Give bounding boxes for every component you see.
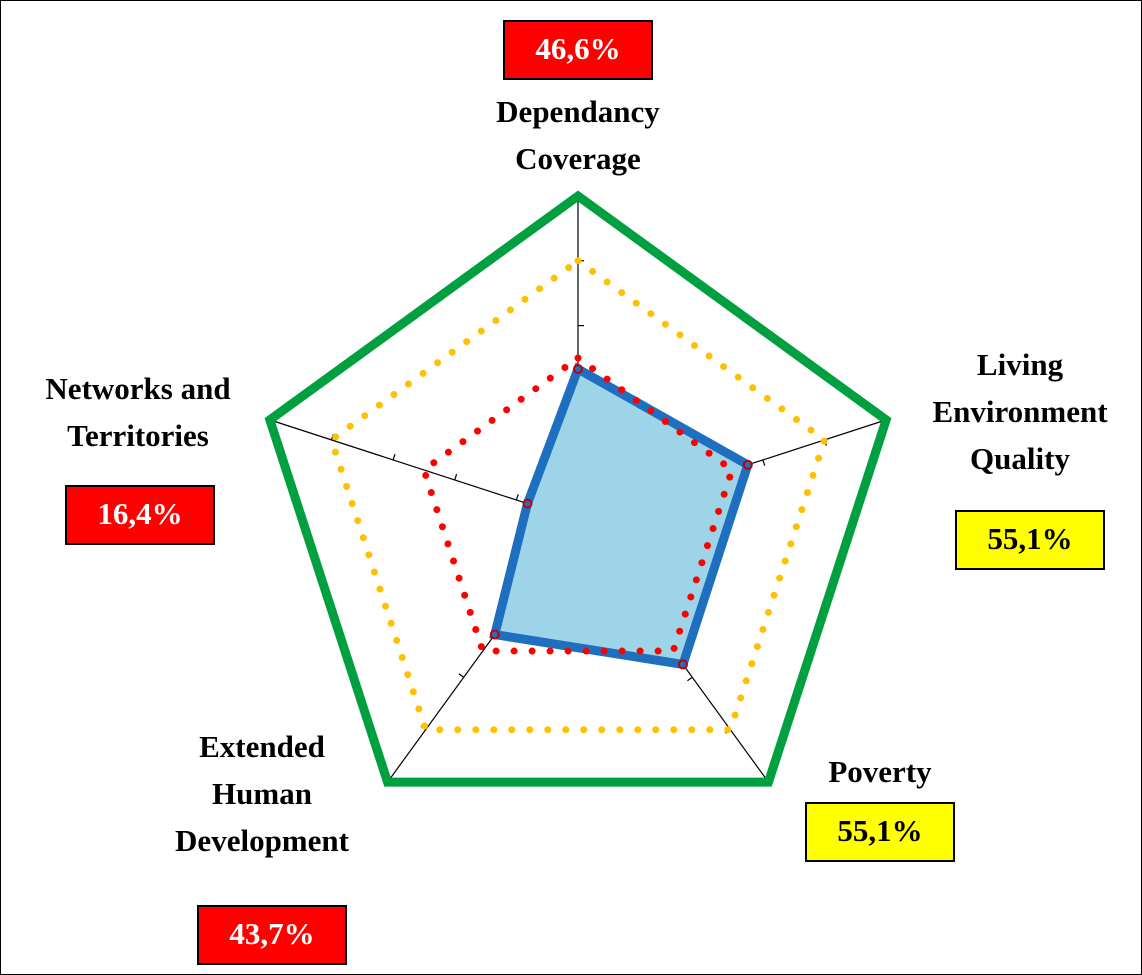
category-line: Environment: [932, 394, 1108, 429]
tick-mark: [458, 673, 465, 678]
value-label: 55,1%: [837, 813, 922, 848]
data-point: [742, 459, 753, 470]
category-label: Networks and Territories: [45, 371, 230, 453]
category-line: Poverty: [828, 754, 932, 789]
data-point: [522, 498, 533, 509]
category-line: Quality: [970, 441, 1070, 476]
category-line: Development: [175, 823, 350, 858]
tick-mark: [762, 459, 766, 466]
data-point: [677, 659, 688, 670]
series-polygon: [327, 256, 829, 734]
category-line: Living: [977, 347, 1064, 382]
category-line: Coverage: [515, 141, 641, 176]
value-label-box: [805, 802, 955, 862]
value-label-box: [503, 20, 653, 80]
tick-mark: [687, 676, 693, 682]
category-line: Networks and: [45, 371, 230, 406]
value-label-box: [197, 905, 347, 965]
data-point: [489, 629, 500, 640]
data-point: [573, 364, 583, 375]
value-label: 16,4%: [97, 496, 182, 531]
tick-mark: [454, 474, 458, 481]
tick-mark: [392, 454, 396, 461]
tick-mark: [515, 494, 519, 501]
category-line: Human: [212, 776, 312, 811]
category-label: Living Environment Quality: [932, 347, 1108, 476]
series-polygon: [264, 190, 892, 787]
value-label-box: [65, 485, 215, 545]
category-label: Dependancy Coverage: [496, 94, 660, 176]
category-line: Dependancy: [496, 94, 660, 129]
series-polygon: [419, 353, 737, 655]
value-label: 43,7%: [229, 916, 314, 951]
value-label: 46,6%: [535, 31, 620, 66]
value-label: 55,1%: [987, 521, 1072, 556]
category-line: Extended: [199, 729, 325, 764]
category-label: Extended Human Development: [175, 729, 350, 858]
value-label-box: [955, 510, 1105, 570]
category-line: Territories: [67, 418, 209, 453]
